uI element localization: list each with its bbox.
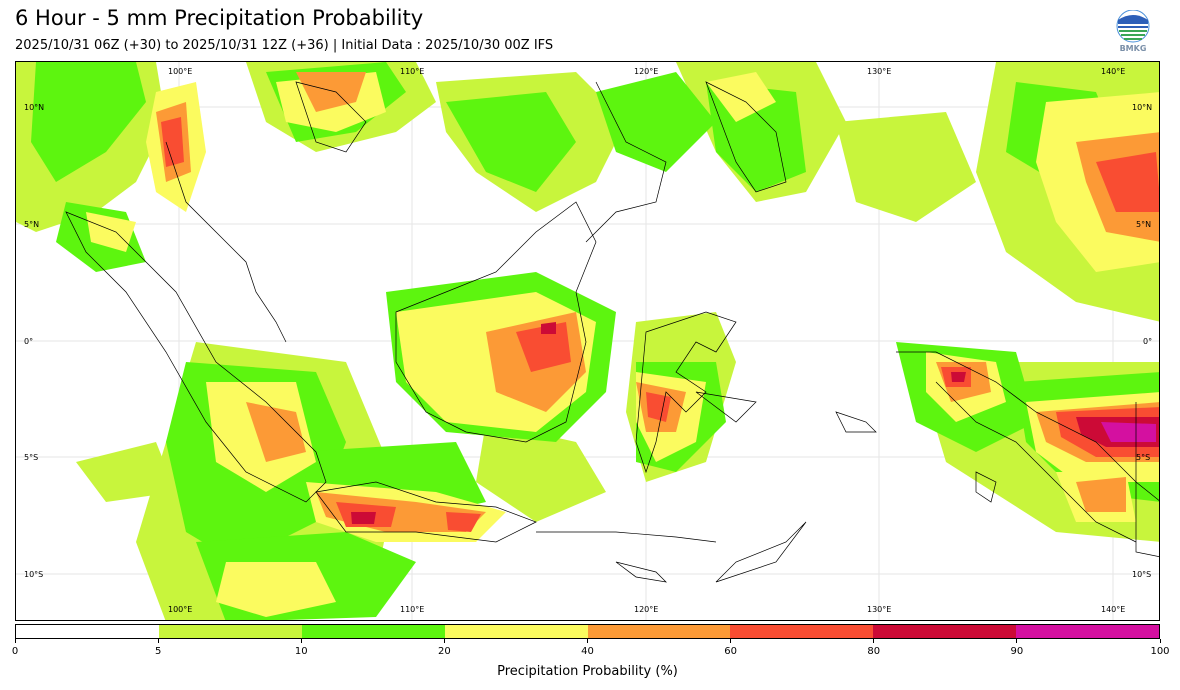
lat-label: 0° bbox=[1143, 337, 1152, 346]
colorbar-segment bbox=[16, 625, 159, 638]
longitude-labels-top: 100°E 110°E 120°E 130°E 140°E bbox=[168, 67, 1125, 76]
colorbar-tick-label: 5 bbox=[154, 646, 162, 657]
coastlines bbox=[65, 81, 1159, 583]
colorbar-tick-label: 90 bbox=[1010, 646, 1024, 657]
lat-label: 5°N bbox=[24, 220, 39, 229]
lon-label: 140°E bbox=[1101, 67, 1125, 76]
colorbar-tick-label: 60 bbox=[724, 646, 737, 657]
colorbar-tick-label: 0 bbox=[11, 646, 19, 657]
map-canvas: 100°E 110°E 120°E 130°E 140°E 100°E 110°… bbox=[16, 62, 1159, 620]
longitude-labels-bottom: 100°E 110°E 120°E 130°E 140°E bbox=[168, 605, 1125, 614]
colorbar-segment bbox=[1016, 625, 1159, 638]
colorbar-tickmark bbox=[157, 639, 159, 643]
bmkg-logo-icon bbox=[1116, 10, 1150, 43]
lat-label: 10°S bbox=[24, 570, 43, 579]
colorbar-tick-label: 40 bbox=[581, 646, 594, 657]
lon-label: 120°E bbox=[634, 67, 658, 76]
lon-label: 130°E bbox=[867, 605, 891, 614]
lat-label: 5°N bbox=[1136, 220, 1151, 229]
colorbar-segment bbox=[301, 625, 445, 638]
colorbar-tickmark bbox=[873, 639, 875, 643]
colorbar-tickmark bbox=[1159, 639, 1161, 643]
colorbar-tickmark bbox=[443, 639, 445, 643]
colorbar-tick-label: 80 bbox=[867, 646, 881, 657]
lon-label: 100°E bbox=[168, 67, 192, 76]
colorbar-segment bbox=[730, 625, 874, 638]
colorbar-tickmark bbox=[14, 639, 16, 643]
colorbar-label: Precipitation Probability (%) bbox=[497, 664, 678, 679]
colorbar-tickmark bbox=[300, 639, 302, 643]
colorbar-tickmark bbox=[1016, 639, 1018, 643]
lon-label: 110°E bbox=[400, 605, 424, 614]
colorbar-tickmark bbox=[730, 639, 732, 643]
colorbar-segment bbox=[587, 625, 731, 638]
lon-label: 130°E bbox=[867, 67, 891, 76]
colorbar-tick-label: 20 bbox=[438, 646, 451, 657]
prob-90-100-areas bbox=[1101, 422, 1156, 442]
colorbar-tickmark bbox=[587, 639, 588, 643]
chart-subtitle: 2025/10/31 06Z (+30) to 2025/10/31 12Z (… bbox=[15, 38, 554, 53]
lat-label: 10°S bbox=[1132, 570, 1151, 579]
lat-label: 0° bbox=[24, 337, 33, 346]
lat-label: 10°N bbox=[1132, 103, 1152, 112]
colorbar-tick-label: 100 bbox=[1150, 646, 1170, 657]
colorbar bbox=[15, 624, 1160, 639]
lon-label: 140°E bbox=[1101, 605, 1125, 614]
latitude-labels-right: 10°N 5°N 0° 5°S 10°S bbox=[1132, 103, 1152, 579]
logo-text: BMKG bbox=[1119, 44, 1147, 53]
colorbar-segment bbox=[444, 625, 588, 638]
colorbar-segment bbox=[873, 625, 1017, 638]
lat-label: 5°S bbox=[24, 453, 38, 462]
precipitation-map: 100°E 110°E 120°E 130°E 140°E 100°E 110°… bbox=[15, 61, 1160, 621]
lat-label: 5°S bbox=[1136, 453, 1150, 462]
lon-label: 110°E bbox=[400, 67, 424, 76]
colorbar-tick-label: 10 bbox=[294, 646, 308, 657]
lon-label: 100°E bbox=[168, 605, 192, 614]
colorbar-segment bbox=[158, 625, 302, 638]
lon-label: 120°E bbox=[634, 605, 658, 614]
latitude-labels-left: 10°N 5°N 0° 5°S 10°S bbox=[24, 103, 44, 579]
lat-label: 10°N bbox=[24, 103, 44, 112]
chart-title: 6 Hour - 5 mm Precipitation Probability bbox=[15, 6, 424, 30]
